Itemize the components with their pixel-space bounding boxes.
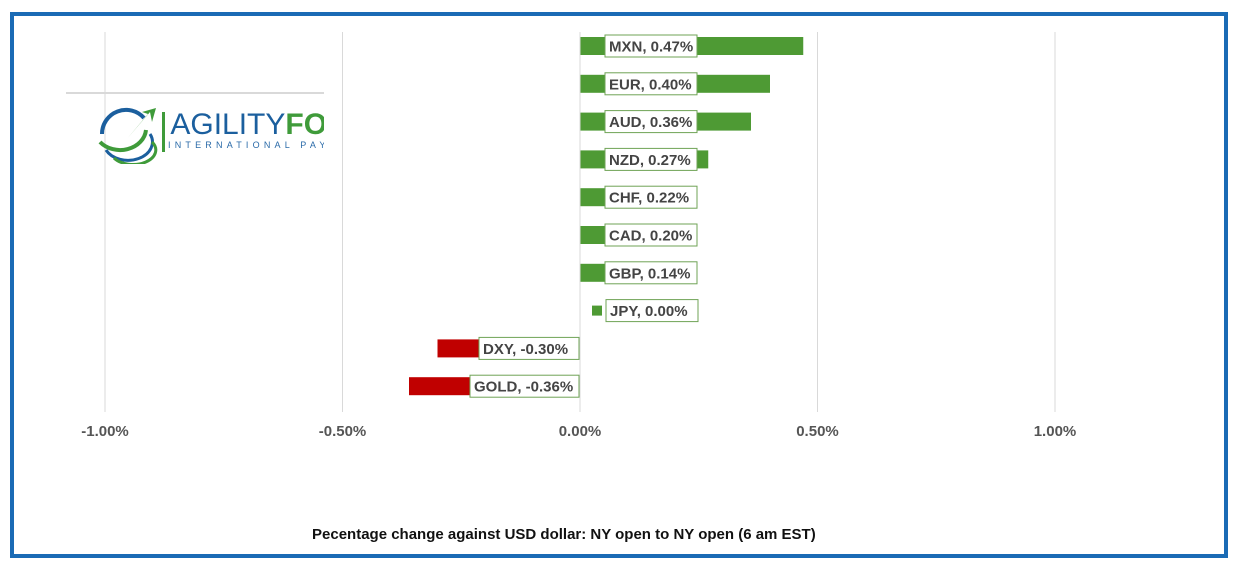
data-label-text: GOLD, -0.36% bbox=[474, 379, 573, 396]
data-label-text: EUR, 0.40% bbox=[609, 76, 692, 93]
data-label: NZD, 0.27% bbox=[604, 147, 698, 171]
data-label-box bbox=[605, 299, 699, 323]
x-tick-label: -0.50% bbox=[319, 423, 367, 440]
data-label-text: CHF, 0.22% bbox=[609, 190, 689, 207]
x-tick-label: 0.00% bbox=[559, 423, 602, 440]
data-label-box bbox=[469, 374, 580, 398]
data-label: AUD, 0.36% bbox=[604, 110, 698, 134]
data-label: JPY, 0.00% bbox=[605, 299, 699, 323]
logo-word-part2: FORE bbox=[285, 108, 324, 141]
logo-wordmark: AGILITYFORE bbox=[162, 108, 324, 142]
logo-divider bbox=[66, 92, 324, 94]
data-label-text: NZD, 0.27% bbox=[609, 152, 691, 169]
globe-arrow-icon bbox=[98, 107, 158, 164]
data-label: GOLD, -0.36% bbox=[469, 374, 580, 398]
x-tick-label: -1.00% bbox=[81, 423, 129, 440]
data-label-text: GBP, 0.14% bbox=[609, 265, 690, 282]
data-label: MXN, 0.47% bbox=[604, 34, 698, 58]
data-label-box bbox=[604, 147, 698, 171]
data-label-box bbox=[604, 34, 698, 58]
logo-subtitle: INTERNATIONAL PAYMENTS bbox=[168, 140, 324, 150]
chart-frame: MXN, 0.47% EUR, 0.40% AUD, 0.36% NZD, 0.27%… bbox=[10, 12, 1228, 558]
data-label-text: CAD, 0.20% bbox=[609, 228, 692, 245]
logo-word-part1: AGILITY bbox=[170, 108, 286, 141]
data-label: DXY, -0.30% bbox=[478, 336, 580, 360]
data-label-text: MXN, 0.47% bbox=[609, 39, 693, 56]
x-axis-caption: Pecentage change against USD dollar: NY … bbox=[312, 526, 816, 543]
data-label-text: DXY, -0.30% bbox=[483, 341, 568, 358]
data-label-text: AUD, 0.36% bbox=[609, 114, 692, 131]
logo-separator bbox=[162, 112, 165, 152]
data-label: EUR, 0.40% bbox=[604, 72, 698, 96]
data-label-box bbox=[604, 110, 698, 134]
data-label-box bbox=[604, 185, 698, 209]
bar-chart: MXN, 0.47% EUR, 0.40% AUD, 0.36% NZD, 0.27%… bbox=[81, 32, 1077, 440]
x-tick-label: 1.00% bbox=[1034, 423, 1077, 440]
data-label: CHF, 0.22% bbox=[604, 185, 698, 209]
data-label: GBP, 0.14% bbox=[604, 261, 698, 285]
data-label-box bbox=[604, 223, 698, 247]
company-logo: AGILITYFORE INTERNATIONAL PAYMENTS bbox=[66, 92, 324, 164]
data-label-box bbox=[604, 261, 698, 285]
data-label-box bbox=[604, 72, 698, 96]
data-label-text: JPY, 0.00% bbox=[610, 303, 688, 320]
data-label: CAD, 0.20% bbox=[604, 223, 698, 247]
x-tick-label: 0.50% bbox=[796, 423, 839, 440]
data-label-box bbox=[478, 336, 580, 360]
bar bbox=[592, 305, 602, 316]
